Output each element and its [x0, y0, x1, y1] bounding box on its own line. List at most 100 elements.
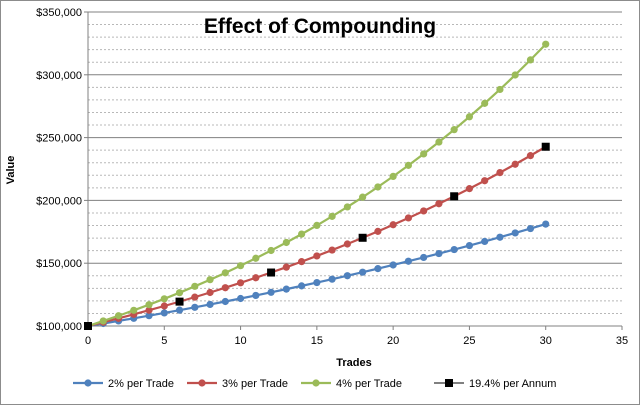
data-point [435, 200, 443, 208]
data-point [343, 240, 351, 248]
legend-label: 19.4% per Annum [469, 378, 556, 390]
data-point [160, 309, 168, 317]
legend-marker [445, 379, 453, 387]
data-point [526, 224, 535, 233]
chart-title: Effect of Compounding [204, 15, 436, 38]
data-point [404, 214, 412, 222]
data-point [114, 312, 123, 320]
data-point [175, 297, 184, 306]
gridlines [88, 11, 622, 327]
data-point [496, 233, 504, 241]
series-4 [84, 142, 550, 330]
data-point [328, 275, 336, 283]
data-point [465, 113, 474, 121]
data-point [267, 246, 275, 255]
legend-item-2: 3% per Trade [187, 378, 288, 390]
data-point [450, 245, 458, 254]
data-point [145, 306, 153, 314]
data-point [481, 237, 489, 246]
data-point [420, 150, 428, 158]
data-point [328, 212, 336, 220]
data-point [282, 238, 290, 247]
y-tick-label: $350,000 [36, 7, 82, 19]
data-point [404, 161, 412, 169]
x-tick-labels: 0 5 10 15 20 25 30 35 [85, 335, 628, 347]
x-axis-label: Trades [336, 357, 371, 369]
data-point [496, 169, 504, 177]
data-point [206, 288, 214, 297]
y-tick-label: $300,000 [36, 70, 82, 82]
data-point [252, 274, 260, 282]
x-tick-label: 35 [616, 335, 628, 347]
data-point [298, 258, 306, 266]
data-point [389, 261, 397, 269]
x-tick-label: 20 [387, 335, 399, 347]
legend-item-3: 4% per Trade [301, 378, 402, 390]
data-point [221, 297, 229, 306]
data-point [282, 263, 290, 271]
data-point [298, 282, 306, 290]
data-point [84, 322, 92, 330]
data-point [404, 257, 412, 265]
legend-label: 4% per Trade [336, 378, 402, 390]
data-point [298, 230, 306, 238]
data-point [542, 220, 550, 228]
legend-label: 3% per Trade [222, 378, 288, 390]
data-point [221, 269, 229, 277]
data-point [465, 241, 474, 250]
x-tick-label: 15 [311, 335, 323, 347]
data-point [175, 289, 184, 297]
legend: 2% per Trade 3% per Trade 4% per Trade 19.4… [73, 378, 556, 390]
data-point [374, 265, 382, 273]
data-point [267, 288, 275, 296]
data-point [450, 192, 459, 201]
data-point [282, 285, 290, 293]
x-tick-label: 10 [234, 335, 246, 347]
data-point [145, 312, 153, 320]
data-point [175, 306, 184, 314]
y-tick-label: $200,000 [36, 195, 82, 207]
data-point [160, 295, 168, 303]
y-tick-labels: $100,000 $150,000 $200,000 $250,000 $300,000… [36, 7, 82, 333]
x-tick-label: 30 [540, 335, 552, 347]
data-point [511, 229, 519, 237]
data-point [435, 249, 443, 258]
x-tick-label: 5 [161, 335, 167, 347]
data-point [359, 268, 367, 276]
y-tick-label: $150,000 [36, 258, 82, 270]
data-point [526, 56, 535, 64]
data-point [206, 300, 214, 309]
data-point [481, 99, 489, 107]
data-point [252, 291, 260, 300]
legend-marker [312, 379, 320, 387]
data-point [450, 126, 458, 134]
data-point [221, 284, 229, 292]
data-point [313, 278, 321, 287]
legend-label: 2% per Trade [108, 378, 174, 390]
data-point [191, 282, 199, 290]
data-point [343, 203, 351, 211]
data-point [145, 301, 153, 309]
axes [84, 11, 623, 330]
data-point [542, 40, 550, 48]
data-point [191, 293, 199, 301]
y-axis-label: Value [5, 156, 17, 185]
data-point [420, 207, 428, 215]
data-point [99, 317, 107, 325]
data-point [236, 294, 245, 303]
data-point [359, 193, 367, 201]
legend-item-1: 2% per Trade [73, 378, 174, 390]
x-tick-label: 0 [85, 335, 91, 347]
data-point [313, 252, 321, 260]
legend-item-4: 19.4% per Annum [434, 378, 556, 390]
data-point [267, 268, 276, 277]
data-point [511, 160, 519, 168]
data-point [481, 177, 489, 185]
x-tick-label: 25 [463, 335, 475, 347]
series-3 [84, 40, 550, 330]
data-point [328, 246, 336, 254]
legend-marker [198, 379, 206, 387]
series-group [84, 40, 550, 330]
